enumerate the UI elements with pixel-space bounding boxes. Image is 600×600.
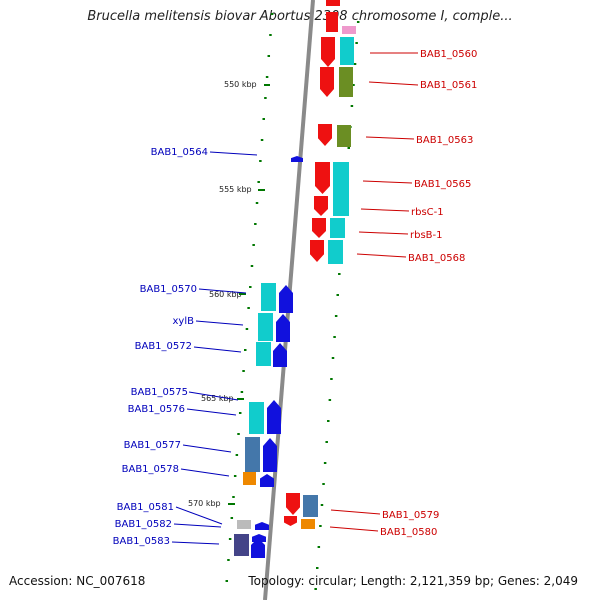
right-gene-label[interactable]: BAB1_0565: [414, 179, 471, 190]
right-label-leader: [330, 509, 381, 515]
gene-arrow: [291, 156, 303, 162]
right-gene-label[interactable]: BAB1_0568: [408, 253, 465, 264]
right-gene-label[interactable]: BAB1_0580: [380, 527, 437, 538]
gene-block: [326, 0, 340, 6]
gene-arrow: [267, 400, 281, 434]
gene-block: [256, 342, 271, 366]
left-label-leader: [171, 541, 220, 545]
accession-text: Accession: NC_007618: [9, 574, 146, 588]
gene-arrow: [321, 37, 335, 67]
kbp-ruler: 550 kbp 555 kbp 560 kbp 565 kbp 570 kbp: [188, 80, 270, 508]
kbp-label: 570 kbp: [188, 499, 221, 508]
right-label-leader: [360, 208, 410, 212]
gene-block: [237, 520, 251, 529]
right-gene-label[interactable]: BAB1_0561: [420, 80, 477, 91]
gene-block: [234, 534, 249, 556]
gene-arrow: [279, 285, 293, 313]
gene-glyphs: [234, 0, 356, 558]
right-gene-label[interactable]: BAB1_0579: [382, 510, 439, 521]
right-label-leader: [356, 253, 407, 258]
right-gene-label[interactable]: rbsB-1: [410, 230, 443, 241]
kbp-label: 560 kbp: [209, 290, 242, 299]
left-gene-label[interactable]: BAB1_0564: [151, 147, 208, 158]
right-label-leader: [365, 136, 415, 140]
right-gene-label[interactable]: BAB1_0563: [416, 135, 473, 146]
left-label-leader: [186, 408, 237, 416]
left-label-leader: [195, 320, 244, 326]
gene-arrow: [312, 218, 326, 238]
left-gene-label[interactable]: BAB1_0581: [117, 502, 174, 513]
gene-arrow: [263, 438, 277, 472]
kbp-label: 565 kbp: [201, 394, 234, 403]
left-gene-label[interactable]: BAB1_0575: [131, 387, 188, 398]
right-gene-label[interactable]: BAB1_0560: [420, 49, 477, 60]
left-label-leader: [182, 444, 232, 453]
map-title: Brucella melitensis biovar Abortus 2308 …: [87, 9, 513, 24]
gene-arrow: [284, 516, 297, 526]
gene-arrow: [260, 474, 274, 487]
left-gene-label[interactable]: BAB1_0576: [128, 404, 185, 415]
topology-text: Topology: circular; Length: 2,121,359 bp…: [248, 574, 578, 588]
gene-block: [303, 495, 318, 517]
right-label-leader: [362, 180, 413, 184]
gene-arrow: [251, 538, 265, 558]
left-gene-label[interactable]: BAB1_0582: [115, 519, 172, 530]
gene-block: [339, 67, 353, 97]
gene-block: [328, 240, 343, 264]
gene-block: [342, 26, 356, 34]
gene-block: [261, 283, 276, 311]
right-label-leader: [358, 231, 409, 235]
right-track-guide: [314, 21, 360, 590]
right-label-leader: [329, 526, 379, 532]
left-gene-label[interactable]: BAB1_0572: [135, 341, 192, 352]
gene-block: [330, 218, 345, 238]
left-label-leader: [198, 288, 247, 294]
gene-block: [337, 125, 351, 147]
left-label-leader: [175, 506, 223, 525]
gene-arrow: [315, 162, 330, 194]
gene-arrow: [255, 522, 269, 530]
left-label-leader: [193, 346, 242, 353]
left-gene-label[interactable]: BAB1_0577: [124, 440, 181, 451]
gene-arrow: [252, 534, 266, 542]
left-gene-labels: BAB1_0564 BAB1_0570 xylB BAB1_0572 BAB1_…: [113, 147, 258, 547]
kbp-label: 555 kbp: [219, 185, 252, 194]
left-label-leader: [173, 523, 222, 528]
gene-block: [258, 313, 273, 341]
left-gene-label[interactable]: xylB: [173, 316, 195, 327]
right-gene-labels: BAB1_0560 BAB1_0561 BAB1_0563 BAB1_0565 …: [329, 49, 477, 538]
gene-arrow: [314, 196, 328, 216]
gene-block: [301, 519, 315, 529]
gene-block: [249, 402, 264, 434]
right-gene-label[interactable]: rbsC-1: [411, 207, 444, 218]
kbp-label: 550 kbp: [224, 80, 257, 89]
gene-block: [340, 37, 354, 65]
left-label-leader: [180, 468, 230, 477]
gene-arrow: [273, 343, 287, 367]
gene-arrow: [276, 314, 290, 342]
gene-block: [326, 12, 338, 32]
left-track-guide: [225, 13, 274, 582]
gene-block: [333, 162, 349, 216]
gene-block: [243, 472, 256, 485]
left-gene-label[interactable]: BAB1_0583: [113, 536, 170, 547]
gene-arrow: [310, 240, 324, 262]
left-gene-label[interactable]: BAB1_0578: [122, 464, 179, 475]
left-label-leader: [209, 151, 258, 156]
left-label-leader: [188, 391, 239, 401]
gene-arrow: [318, 124, 332, 146]
gene-arrow: [320, 67, 334, 97]
right-label-leader: [368, 81, 419, 86]
gene-arrow: [286, 493, 300, 515]
left-gene-label[interactable]: BAB1_0570: [140, 284, 197, 295]
gene-block: [245, 437, 260, 472]
